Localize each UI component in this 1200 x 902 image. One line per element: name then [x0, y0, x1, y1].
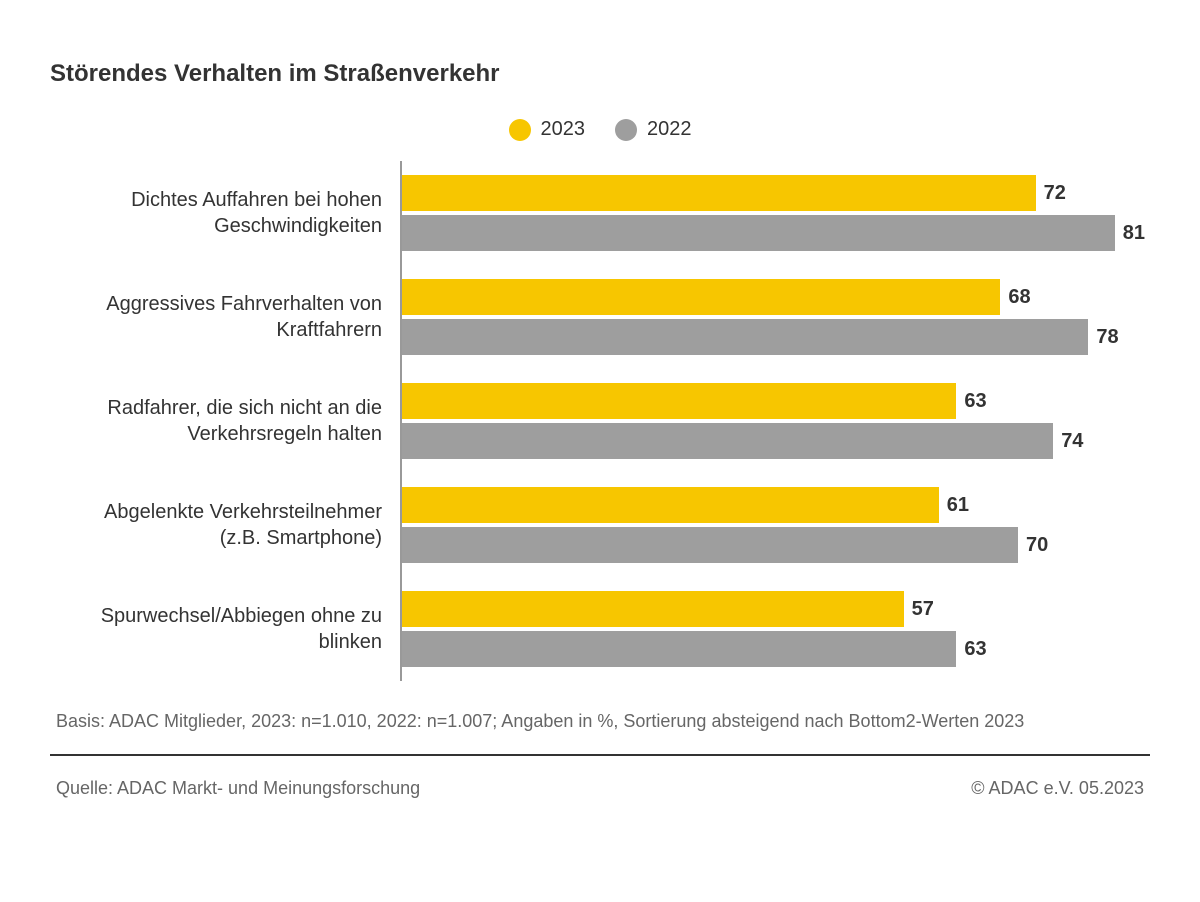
category-label-line: Spurwechsel/Abbiegen ohne zu	[101, 605, 382, 627]
chart-legend: 2023 2022	[50, 118, 1150, 141]
bar-2023	[402, 591, 904, 627]
bar-value: 57	[912, 598, 934, 621]
bar-value: 81	[1123, 222, 1145, 245]
bar-row: 70	[402, 527, 1150, 563]
bar-row: 78	[402, 319, 1150, 355]
legend-item-2023: 2023	[509, 118, 586, 141]
chart-footer: Quelle: ADAC Markt- und Meinungsforschun…	[50, 778, 1150, 799]
bar-group: 61 70	[402, 473, 1150, 577]
category-label: Spurwechsel/Abbiegen ohne zu blinken	[60, 577, 400, 681]
bar-2023	[402, 279, 1000, 315]
bar-group: 68 78	[402, 265, 1150, 369]
bars-column: 72 81 68 78 63 74 61 70 57 63	[400, 161, 1150, 681]
bar-row: 61	[402, 487, 1150, 523]
bar-group: 63 74	[402, 369, 1150, 473]
bar-value: 63	[964, 390, 986, 413]
category-label: Radfahrer, die sich nicht an die Verkehrs…	[60, 369, 400, 473]
bar-value: 74	[1061, 430, 1083, 453]
category-label-line: Abgelenkte Verkehrsteilnehmer	[104, 501, 382, 523]
bar-row: 74	[402, 423, 1150, 459]
bar-group: 57 63	[402, 577, 1150, 681]
bar-group: 72 81	[402, 161, 1150, 265]
bar-row: 63	[402, 383, 1150, 419]
bar-value: 78	[1096, 326, 1118, 349]
bar-value: 72	[1044, 182, 1066, 205]
bar-row: 81	[402, 215, 1150, 251]
chart-area: Dichtes Auffahren bei hohen Geschwindigke…	[50, 161, 1150, 681]
basis-note: Basis: ADAC Mitglieder, 2023: n=1.010, 2…	[50, 711, 1150, 732]
category-label-line: Radfahrer, die sich nicht an die	[107, 397, 382, 419]
legend-dot-2022	[615, 119, 637, 141]
chart-title: Störendes Verhalten im Straßenverkehr	[50, 60, 1150, 88]
bar-value: 63	[964, 638, 986, 661]
bar-2022	[402, 527, 1018, 563]
bar-value: 70	[1026, 534, 1048, 557]
category-label: Aggressives Fahrverhalten von Kraftfahrer…	[60, 265, 400, 369]
category-label-line: blinken	[319, 631, 382, 653]
bar-2023	[402, 175, 1036, 211]
category-label-line: Verkehrsregeln halten	[187, 423, 382, 445]
bar-row: 63	[402, 631, 1150, 667]
bar-2022	[402, 319, 1088, 355]
bar-row: 57	[402, 591, 1150, 627]
legend-item-2022: 2022	[615, 118, 692, 141]
legend-dot-2023	[509, 119, 531, 141]
category-label-line: Geschwindigkeiten	[214, 215, 382, 237]
legend-label-2023: 2023	[541, 118, 586, 141]
bar-value: 61	[947, 494, 969, 517]
footer-divider	[50, 754, 1150, 756]
category-label-line: Dichtes Auffahren bei hohen	[131, 189, 382, 211]
labels-column: Dichtes Auffahren bei hohen Geschwindigke…	[60, 161, 400, 681]
category-label-line: (z.B. Smartphone)	[220, 527, 382, 549]
category-label: Dichtes Auffahren bei hohen Geschwindigke…	[60, 161, 400, 265]
bar-2022	[402, 631, 956, 667]
category-label-line: Aggressives Fahrverhalten von	[106, 293, 382, 315]
bar-value: 68	[1008, 286, 1030, 309]
copyright-text: © ADAC e.V. 05.2023	[971, 778, 1144, 799]
bar-2022	[402, 423, 1053, 459]
category-label: Abgelenkte Verkehrsteilnehmer (z.B. Smart…	[60, 473, 400, 577]
legend-label-2022: 2022	[647, 118, 692, 141]
bar-row: 68	[402, 279, 1150, 315]
bar-2023	[402, 487, 939, 523]
bar-2022	[402, 215, 1115, 251]
bar-row: 72	[402, 175, 1150, 211]
source-text: Quelle: ADAC Markt- und Meinungsforschun…	[56, 778, 420, 799]
bar-2023	[402, 383, 956, 419]
category-label-line: Kraftfahrern	[276, 319, 382, 341]
